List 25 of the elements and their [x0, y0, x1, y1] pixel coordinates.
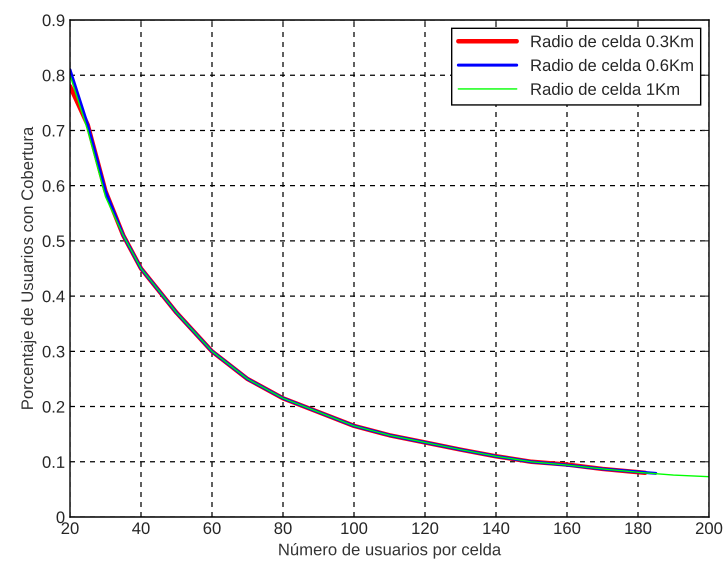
y-tick-label: 0.9 [42, 14, 64, 26]
legend-label: Radio de celda 0.6Km [531, 58, 693, 72]
x-tick-label: 40 [132, 522, 150, 534]
y-tick-label: 0.7 [42, 124, 64, 137]
x-tick-label: 60 [204, 522, 221, 534]
x-tick-label: 140 [483, 522, 510, 534]
legend-label: Radio de celda 0.3Km [531, 35, 693, 48]
y-tick-label: 0.5 [42, 235, 64, 248]
y-tick-label: 0 [56, 511, 64, 524]
x-tick-label: 20 [62, 522, 79, 534]
y-tick-label: 0.1 [42, 456, 64, 468]
y-axis-title: Porcentaje de Usuarios con Cobertura [20, 126, 36, 409]
x-tick-label: 200 [696, 522, 722, 534]
x-tick-label: 80 [274, 522, 292, 534]
legend-label: Radio de celda 1Km [531, 82, 680, 95]
x-axis-title: Número de usuarios por celda [279, 542, 502, 559]
y-tick-label: 0.6 [42, 180, 64, 192]
x-tick-label: 180 [625, 522, 652, 534]
x-tick-label: 120 [412, 522, 438, 534]
y-tick-label: 0.8 [42, 70, 64, 82]
x-tick-label: 160 [554, 522, 580, 534]
x-tick-label: 100 [341, 522, 368, 534]
y-tick-label: 0.3 [42, 346, 64, 358]
y-tick-label: 0.2 [42, 400, 64, 413]
y-tick-label: 0.4 [42, 290, 65, 302]
